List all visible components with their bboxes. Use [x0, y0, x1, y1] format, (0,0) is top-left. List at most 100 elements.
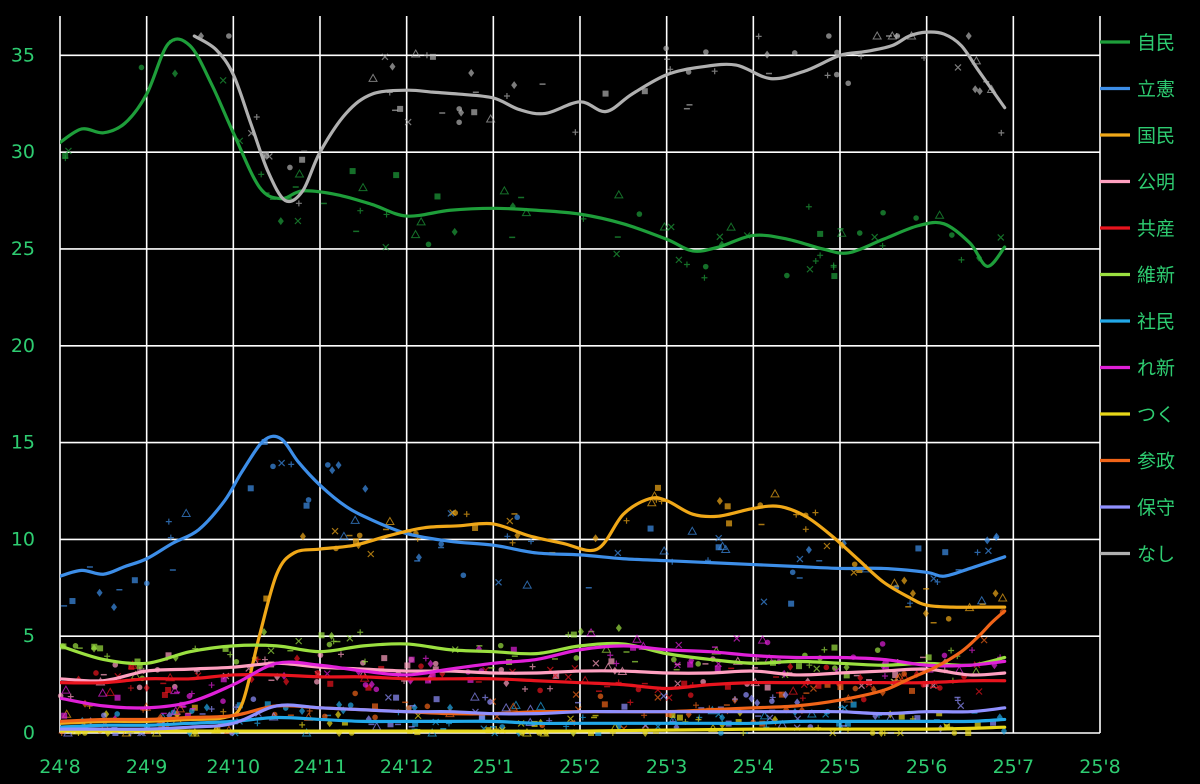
- poll-point: [367, 550, 375, 558]
- poll-point: [607, 652, 614, 659]
- poll-point: [879, 641, 886, 647]
- poll-point: [165, 652, 172, 659]
- poll-point: [114, 711, 121, 717]
- poll-point: [423, 52, 430, 59]
- poll-point: [997, 234, 1005, 241]
- poll-point: [687, 661, 694, 668]
- series-line: [60, 661, 1007, 683]
- poll-point: [760, 598, 768, 606]
- poll-point: [384, 694, 392, 701]
- poll-point: [676, 714, 683, 721]
- poll-point: [720, 544, 731, 553]
- poll-point: [957, 702, 965, 710]
- poll-point: [834, 49, 840, 56]
- poll-point: [169, 685, 180, 695]
- poll-point: [335, 710, 342, 719]
- poll-point: [930, 575, 938, 583]
- poll-point: [608, 658, 615, 665]
- poll-point: [907, 600, 914, 607]
- poll-point: [573, 655, 580, 661]
- poll-point: [372, 703, 379, 710]
- poll-point: [136, 662, 143, 669]
- poll-point: [788, 686, 799, 695]
- poll-point: [880, 209, 886, 216]
- poll-point: [339, 531, 349, 540]
- poll-point: [901, 576, 908, 585]
- poll-point: [181, 508, 192, 517]
- poll-point: [270, 463, 276, 470]
- poll-point: [733, 634, 741, 642]
- poll-point: [470, 692, 480, 701]
- poll-point: [389, 62, 396, 71]
- poll-point: [740, 730, 747, 736]
- poll-point: [208, 706, 215, 712]
- poll-point: [766, 714, 774, 722]
- x-tick-label: 25'6: [906, 756, 948, 778]
- poll-point: [791, 50, 798, 56]
- poll-point: [463, 511, 470, 518]
- poll-point: [447, 509, 455, 517]
- poll-point: [954, 63, 962, 71]
- poll-point: [511, 81, 518, 90]
- poll-point: [601, 644, 612, 653]
- poll-point: [346, 634, 354, 642]
- x-tick-label: 25'3: [646, 756, 688, 778]
- poll-point: [894, 33, 901, 39]
- poll-point: [595, 730, 602, 736]
- poll-point: [881, 673, 888, 680]
- x-tick-label: 24'12: [380, 756, 434, 778]
- poll-point: [671, 656, 677, 663]
- poll-point: [456, 106, 462, 112]
- poll-point: [615, 624, 622, 633]
- poll-point: [357, 207, 364, 214]
- poll-point: [425, 241, 432, 248]
- poll-point: [757, 635, 768, 644]
- poll-point: [700, 678, 706, 685]
- poll-point: [831, 273, 838, 280]
- poll-point: [521, 207, 532, 217]
- poll-point: [114, 694, 121, 701]
- poll-point: [945, 615, 952, 622]
- poll-point: [93, 670, 99, 676]
- poll-point: [663, 45, 669, 52]
- poll-point: [143, 683, 150, 692]
- legend-label: 公明: [1137, 172, 1175, 194]
- poll-point: [547, 685, 554, 692]
- poll-point: [247, 485, 254, 492]
- poll-point: [623, 517, 630, 524]
- poll-point: [357, 629, 364, 636]
- poll-point: [485, 113, 496, 123]
- poll-point: [683, 261, 690, 268]
- poll-point: [915, 545, 922, 552]
- poll-point: [495, 578, 502, 586]
- poll-point: [335, 461, 342, 470]
- poll-point: [788, 600, 795, 607]
- poll-point: [429, 53, 436, 60]
- poll-point: [759, 710, 770, 720]
- poll-point: [778, 691, 785, 698]
- poll-point: [613, 660, 620, 667]
- poll-point: [949, 232, 955, 238]
- poll-point: [514, 514, 520, 521]
- poll-point: [764, 50, 771, 59]
- poll-point: [948, 647, 955, 654]
- poll-point: [635, 686, 642, 693]
- poll-point: [667, 223, 675, 231]
- x-tick-label: 25'1: [473, 756, 515, 778]
- poll-point: [167, 534, 174, 541]
- poll-point: [487, 699, 493, 705]
- poll-point: [564, 673, 572, 681]
- poll-point: [522, 580, 533, 589]
- poll-point: [410, 229, 421, 239]
- poll-point: [764, 639, 771, 646]
- poll-point: [796, 663, 803, 670]
- poll-point: [397, 105, 404, 112]
- poll-point: [832, 665, 838, 671]
- y-tick-label: 0: [23, 722, 35, 744]
- poll-point: [925, 654, 932, 661]
- trend-lines: [60, 30, 1007, 733]
- poll-point: [352, 538, 359, 545]
- y-tick-label: 10: [11, 528, 35, 550]
- poll-point: [383, 211, 390, 218]
